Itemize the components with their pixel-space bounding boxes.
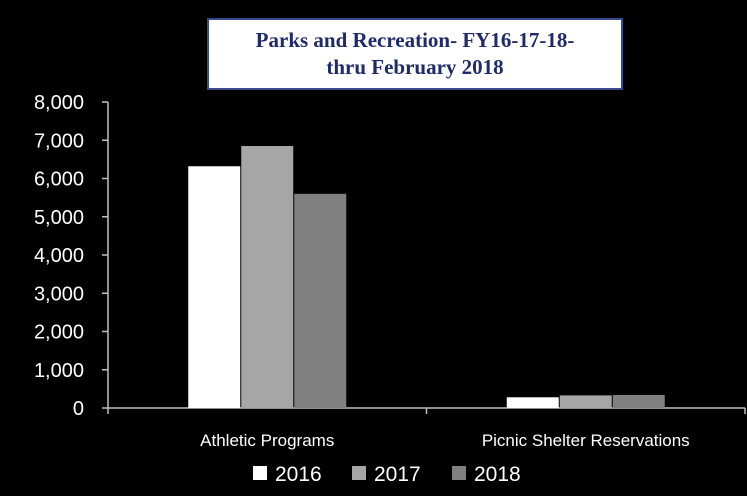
x-category-label: Picnic Shelter Reservations: [482, 431, 690, 450]
chart-title-box: Parks and Recreation- FY16-17-18- thru F…: [207, 18, 623, 90]
bar: [612, 394, 665, 408]
y-tick-label: 1,000: [34, 360, 84, 382]
bar: [506, 397, 559, 408]
y-tick-label: 2,000: [34, 322, 84, 344]
y-tick-label: 0: [73, 398, 84, 420]
y-tick-label: 7,000: [34, 130, 84, 152]
x-category-label: Athletic Programs: [200, 431, 334, 450]
y-tick-label: 5,000: [34, 207, 84, 229]
y-tick-label: 3,000: [34, 283, 84, 305]
bar: [188, 166, 241, 408]
legend-label: 2018: [474, 463, 521, 486]
y-tick-label: 8,000: [34, 92, 84, 114]
legend-label: 2017: [374, 463, 421, 486]
bar: [559, 395, 612, 408]
bar: [241, 145, 294, 409]
bar: [294, 193, 347, 408]
legend-swatch: [452, 466, 466, 480]
legend-swatch: [253, 466, 267, 480]
legend-label: 2016: [275, 463, 322, 486]
y-tick-label: 4,000: [34, 245, 84, 267]
legend-swatch: [352, 466, 366, 480]
y-tick-label: 6,000: [34, 169, 84, 191]
chart-title: Parks and Recreation- FY16-17-18- thru F…: [255, 28, 575, 79]
